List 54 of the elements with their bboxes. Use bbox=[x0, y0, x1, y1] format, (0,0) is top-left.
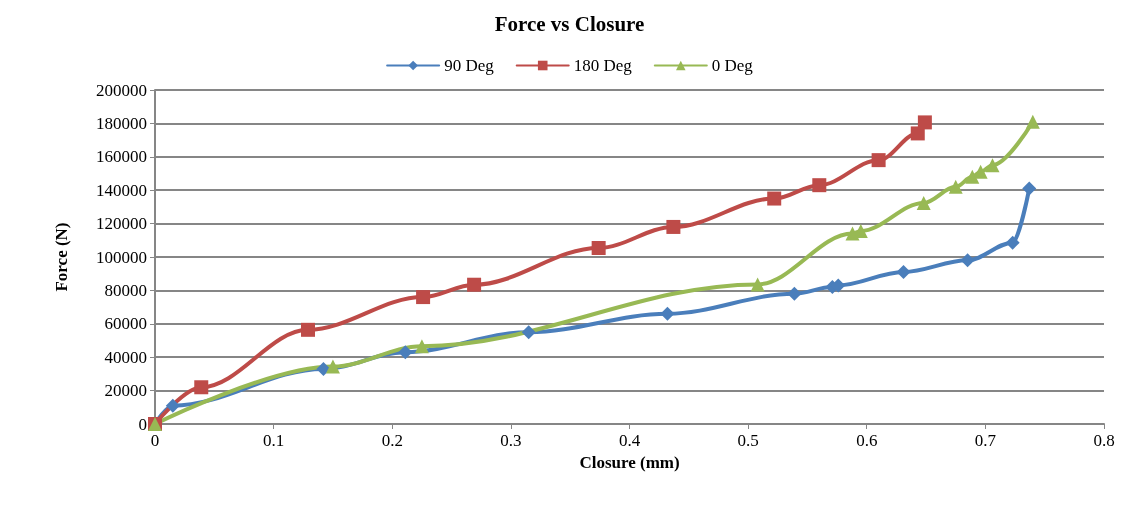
chart-title: Force vs Closure bbox=[494, 11, 645, 36]
point bbox=[194, 380, 209, 395]
y-tick-label: 80000 bbox=[104, 280, 147, 300]
x-tick-label: 0.5 bbox=[737, 431, 759, 450]
point bbox=[750, 277, 765, 292]
point bbox=[467, 277, 482, 292]
point bbox=[398, 345, 413, 360]
y-tick-label: 60000 bbox=[104, 314, 147, 334]
point bbox=[521, 325, 536, 340]
y-tick-label: 0 bbox=[138, 414, 147, 434]
x-tick-label: 0.4 bbox=[618, 431, 641, 450]
point bbox=[896, 265, 911, 280]
point bbox=[316, 361, 331, 376]
point bbox=[985, 158, 1000, 173]
point bbox=[165, 398, 180, 413]
x-tick-label: 0.7 bbox=[974, 431, 997, 450]
x-axis-title: Closure (mm) bbox=[579, 453, 680, 472]
point bbox=[948, 179, 963, 194]
y-tick-label: 180000 bbox=[96, 113, 147, 133]
point bbox=[767, 191, 782, 206]
point bbox=[414, 339, 429, 354]
x-tick-label: 0.3 bbox=[500, 431, 522, 450]
point bbox=[812, 178, 827, 193]
x-tick-label: 0.8 bbox=[1093, 431, 1115, 450]
x-tick-label: 0.1 bbox=[263, 431, 285, 450]
point bbox=[666, 219, 681, 234]
y-axis-title: Force (N) bbox=[52, 222, 71, 292]
point bbox=[960, 253, 975, 268]
legend-label: 180 Deg bbox=[573, 56, 633, 75]
x-tick-label: 0.6 bbox=[856, 431, 878, 450]
point bbox=[416, 290, 431, 305]
y-tick-label: 40000 bbox=[104, 347, 147, 367]
point bbox=[787, 286, 802, 301]
x-tick-label: 0.2 bbox=[381, 431, 403, 450]
point bbox=[871, 153, 886, 168]
point bbox=[301, 322, 316, 337]
y-tick-label: 200000 bbox=[96, 80, 147, 100]
point bbox=[965, 169, 980, 184]
y-tick-label: 20000 bbox=[104, 381, 147, 401]
point bbox=[1005, 235, 1020, 250]
point bbox=[325, 359, 340, 374]
point bbox=[1025, 114, 1040, 129]
point bbox=[917, 115, 932, 130]
y-tick-label: 120000 bbox=[96, 214, 147, 234]
y-tick-label: 100000 bbox=[96, 247, 147, 267]
legend-label: 90 Deg bbox=[444, 56, 495, 75]
y-tick-label: 140000 bbox=[96, 180, 147, 200]
point bbox=[1022, 181, 1037, 196]
legend-label: 0 Deg bbox=[711, 56, 754, 75]
point bbox=[591, 240, 606, 255]
point bbox=[660, 306, 675, 321]
y-tick-label: 160000 bbox=[96, 147, 147, 167]
x-tick-label: 0 bbox=[150, 431, 160, 450]
point bbox=[916, 195, 931, 210]
